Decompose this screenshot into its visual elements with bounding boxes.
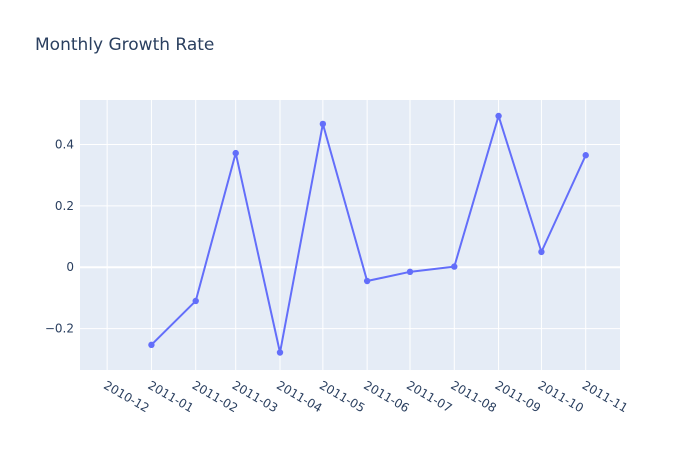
- y-tick-label: 0.2: [55, 199, 74, 213]
- data-point[interactable]: [320, 121, 326, 127]
- y-tick-label: −0.2: [45, 322, 74, 336]
- plot-area: [80, 100, 620, 370]
- data-point[interactable]: [233, 150, 239, 156]
- chart-title: Monthly Growth Rate: [35, 35, 214, 55]
- data-point[interactable]: [407, 269, 413, 275]
- data-point[interactable]: [583, 152, 589, 158]
- data-point[interactable]: [495, 113, 501, 119]
- y-tick-label: 0.4: [55, 137, 74, 151]
- data-point[interactable]: [277, 349, 283, 355]
- data-point[interactable]: [538, 249, 544, 255]
- data-point[interactable]: [193, 298, 199, 304]
- data-point[interactable]: [148, 342, 154, 348]
- y-tick-label: 0: [66, 260, 74, 274]
- data-point[interactable]: [364, 278, 370, 284]
- data-point[interactable]: [451, 263, 457, 269]
